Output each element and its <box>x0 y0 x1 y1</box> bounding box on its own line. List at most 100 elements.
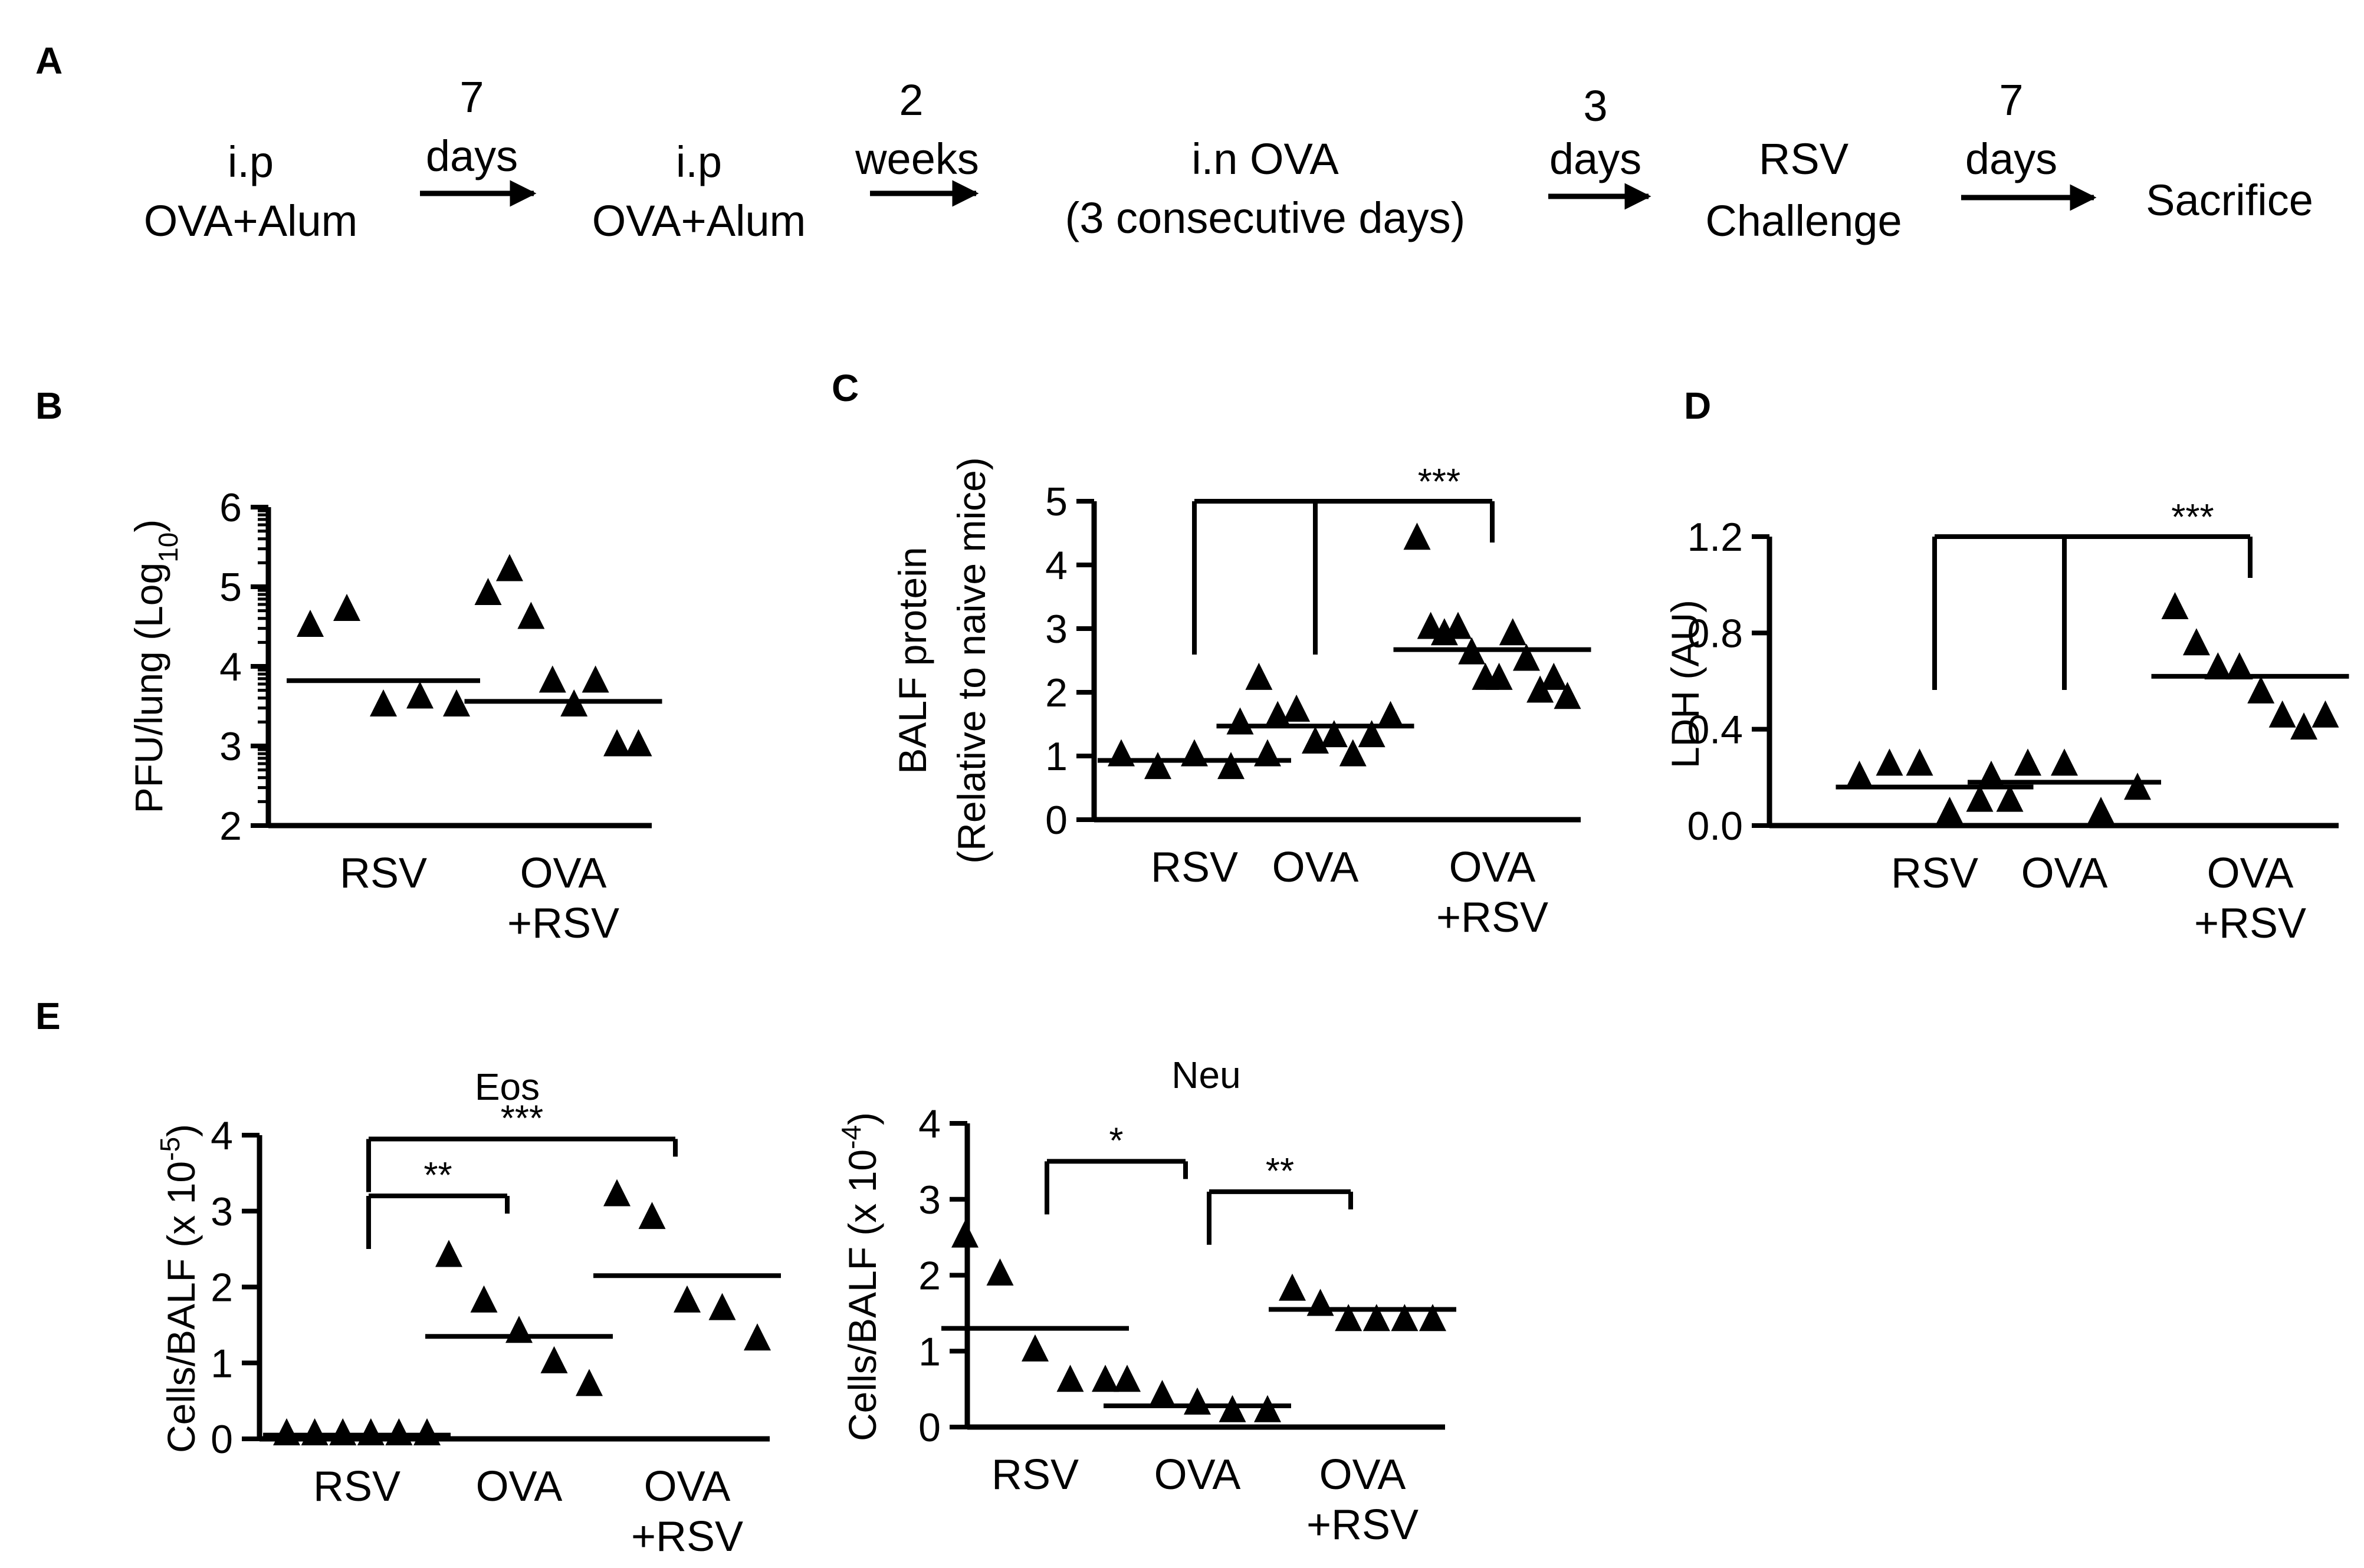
data-point <box>474 577 502 605</box>
data-point <box>2247 676 2275 704</box>
timeline-interval-line2: days <box>426 132 518 180</box>
data-point <box>2124 773 2151 800</box>
data-point <box>1144 752 1171 780</box>
category-label: RSV <box>1891 850 1978 897</box>
category-label: OVA <box>1449 844 1536 891</box>
timeline-step-line2: Challenge <box>1705 196 1902 245</box>
timeline-step-line2: OVA+Alum <box>144 196 358 245</box>
data-point <box>413 1418 441 1446</box>
data-point <box>357 1418 385 1446</box>
data-point <box>1283 694 1311 722</box>
y-axis-label-superscript: -4 <box>836 1125 866 1149</box>
category-label: OVA <box>476 1463 563 1510</box>
category-label-line2: +RSV <box>1436 894 1548 941</box>
category-label: OVA <box>1272 844 1359 891</box>
timeline-interval: 3 days <box>1548 81 1651 210</box>
data-point <box>2290 712 2318 740</box>
data-point <box>333 593 360 621</box>
data-point <box>1512 643 1540 671</box>
y-tick-label: 3 <box>211 1189 233 1234</box>
category-label: OVA <box>520 850 607 897</box>
data-point <box>1540 662 1568 690</box>
data-point <box>273 1418 300 1446</box>
chart-title: Eos <box>475 1066 540 1108</box>
category-label: OVA <box>644 1463 731 1510</box>
data-point <box>986 1258 1014 1286</box>
chart-b: 2 3 4 5 6 PFU/lung (Log10) RSV OVA+RSV <box>127 485 662 947</box>
chart-title: Neu <box>1171 1054 1240 1096</box>
data-point <box>517 601 545 629</box>
category-label: RSV <box>1151 844 1238 891</box>
data-point <box>1419 1304 1446 1332</box>
data-point <box>1279 1273 1306 1301</box>
data-point <box>1184 1387 1211 1415</box>
significance-label: * <box>1109 1120 1123 1161</box>
panel-label-b: B <box>35 384 63 427</box>
category-label: OVA <box>1154 1451 1241 1498</box>
data-point <box>1148 1379 1176 1407</box>
data-point <box>1377 701 1404 728</box>
data-point <box>1444 612 1472 639</box>
category-label: OVA <box>2207 850 2294 897</box>
category-label-line2: +RSV <box>1306 1501 1419 1549</box>
data-point <box>443 689 470 716</box>
data-point <box>1996 784 2024 812</box>
timeline-interval: 2 weeks <box>855 75 979 207</box>
data-point <box>1526 675 1554 703</box>
y-axis-label: Cells/BALF (x 10-4) <box>836 1112 884 1441</box>
timeline-interval-line1: 2 <box>899 75 923 124</box>
data-point <box>1092 1365 1119 1392</box>
category-label-line2: +RSV <box>631 1513 743 1560</box>
data-point <box>638 1202 666 1230</box>
y-tick-label: 5 <box>219 565 242 610</box>
timeline-interval-line1: 7 <box>459 73 484 121</box>
data-point <box>1339 739 1367 767</box>
data-point <box>1056 1365 1084 1392</box>
category-label: RSV <box>340 850 427 897</box>
y-tick-label: 3 <box>219 724 242 769</box>
panel-label-a: A <box>35 40 63 82</box>
data-point <box>540 1346 568 1373</box>
data-point <box>1876 748 1903 776</box>
y-axis-label-end: ) <box>159 1124 203 1137</box>
timeline-interval-line2: weeks <box>855 134 979 183</box>
data-point <box>2087 797 2115 824</box>
y-axis-label: LDH (AU) <box>1663 600 1707 768</box>
panel-label-c: C <box>832 367 859 409</box>
y-tick-label: 2 <box>918 1254 941 1299</box>
category-label: OVA <box>1319 1451 1406 1498</box>
y-axis-label-end: ) <box>840 1112 884 1125</box>
panel-label-d: D <box>1684 384 1711 427</box>
timeline-interval-line1: 7 <box>1999 75 2023 124</box>
data-point <box>435 1240 462 1267</box>
significance-label: *** <box>501 1098 543 1139</box>
y-tick-label: 0 <box>918 1405 941 1450</box>
y-axis-label-end: ) <box>127 520 170 532</box>
significance-label: ** <box>1266 1151 1294 1192</box>
chart-c: 0 1 2 3 4 5 BALF protein (Relative to naive mic… <box>891 457 1591 941</box>
data-point <box>1936 797 1964 824</box>
y-tick-label: 1.2 <box>1687 515 1743 560</box>
data-point <box>1226 707 1254 735</box>
timeline-interval-line1: 3 <box>1583 81 1607 130</box>
data-point <box>1403 522 1431 550</box>
data-point <box>674 1285 701 1313</box>
data-point <box>406 681 434 709</box>
data-point <box>2204 652 2232 680</box>
data-point <box>1906 748 1933 776</box>
data-point <box>370 689 397 716</box>
data-point <box>1358 720 1385 748</box>
y-tick-label: 3 <box>918 1178 941 1222</box>
data-point <box>582 665 609 693</box>
data-point <box>539 665 566 693</box>
timeline-interval: 7 days <box>1961 75 2097 211</box>
significance-label: *** <box>1418 462 1460 502</box>
data-point <box>495 554 523 581</box>
y-tick-label: 0.8 <box>1687 611 1743 656</box>
category-label-line2: +RSV <box>2194 900 2306 947</box>
y-tick-label: 4 <box>918 1102 941 1146</box>
timeline-step: i.p OVA+Alum <box>592 137 806 245</box>
y-tick-label: 2 <box>1045 670 1068 715</box>
data-point <box>2225 652 2253 680</box>
